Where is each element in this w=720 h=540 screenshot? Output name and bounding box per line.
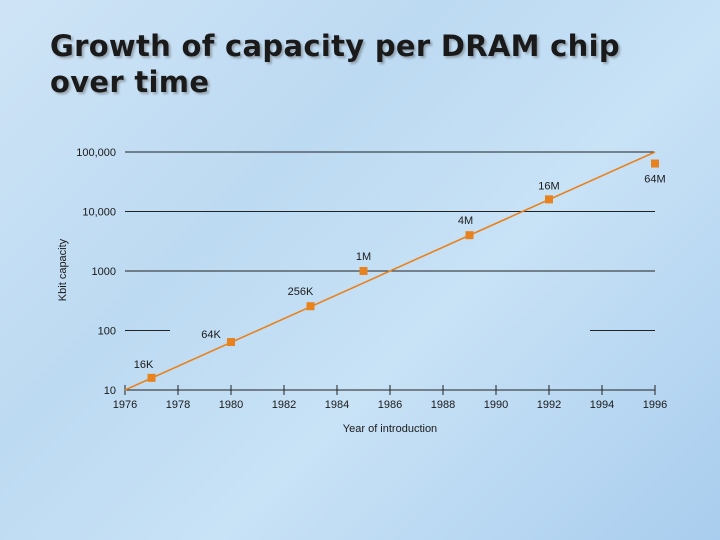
x-axis-label: Year of introduction [343, 423, 437, 435]
x-tick-label: 1996 [643, 399, 667, 411]
y-tick-label: 10 [104, 385, 116, 397]
data-point-16M [545, 195, 553, 204]
x-tick-label: 1988 [431, 399, 455, 411]
slide-title: Growth of capacity per DRAM chip over ti… [50, 28, 690, 100]
data-label-256K: 256K [288, 286, 314, 298]
data-label-16M: 16M [538, 180, 559, 192]
x-tick-label: 1980 [219, 399, 243, 411]
x-tick-label: 1984 [325, 399, 349, 411]
data-label-16K: 16K [134, 359, 154, 371]
data-label-64K: 64K [201, 329, 221, 341]
slide-title-line-1: Growth of capacity per DRAM chip [50, 29, 620, 63]
y-tick-label: 100 [98, 326, 116, 338]
data-label-1M: 1M [356, 251, 371, 263]
data-label-4M: 4M [458, 215, 473, 227]
x-tick-label: 1978 [166, 399, 190, 411]
x-tick-label: 1986 [378, 399, 402, 411]
x-tick-label: 1990 [484, 399, 508, 411]
data-point-64M [651, 159, 659, 168]
data-point-16K [147, 373, 156, 382]
y-axis-label: Kbit capacity [57, 238, 69, 301]
x-tick-label: 1992 [537, 399, 561, 411]
slide-title-line-2: over time [50, 65, 210, 99]
x-tick-label: 1976 [113, 399, 137, 411]
data-point-64K [227, 338, 235, 347]
data-point-4M [465, 231, 474, 240]
y-tick-label: 100,000 [76, 147, 116, 159]
data-point-256K [306, 302, 315, 311]
data-label-64M: 64M [644, 174, 665, 186]
y-tick-label: 1000 [92, 266, 116, 278]
x-tick-label: 1982 [272, 399, 296, 411]
data-point-1M [359, 267, 368, 275]
trend-line [124, 151, 656, 391]
y-tick-label: 10,000 [82, 207, 116, 219]
x-tick-label: 1994 [590, 399, 614, 411]
